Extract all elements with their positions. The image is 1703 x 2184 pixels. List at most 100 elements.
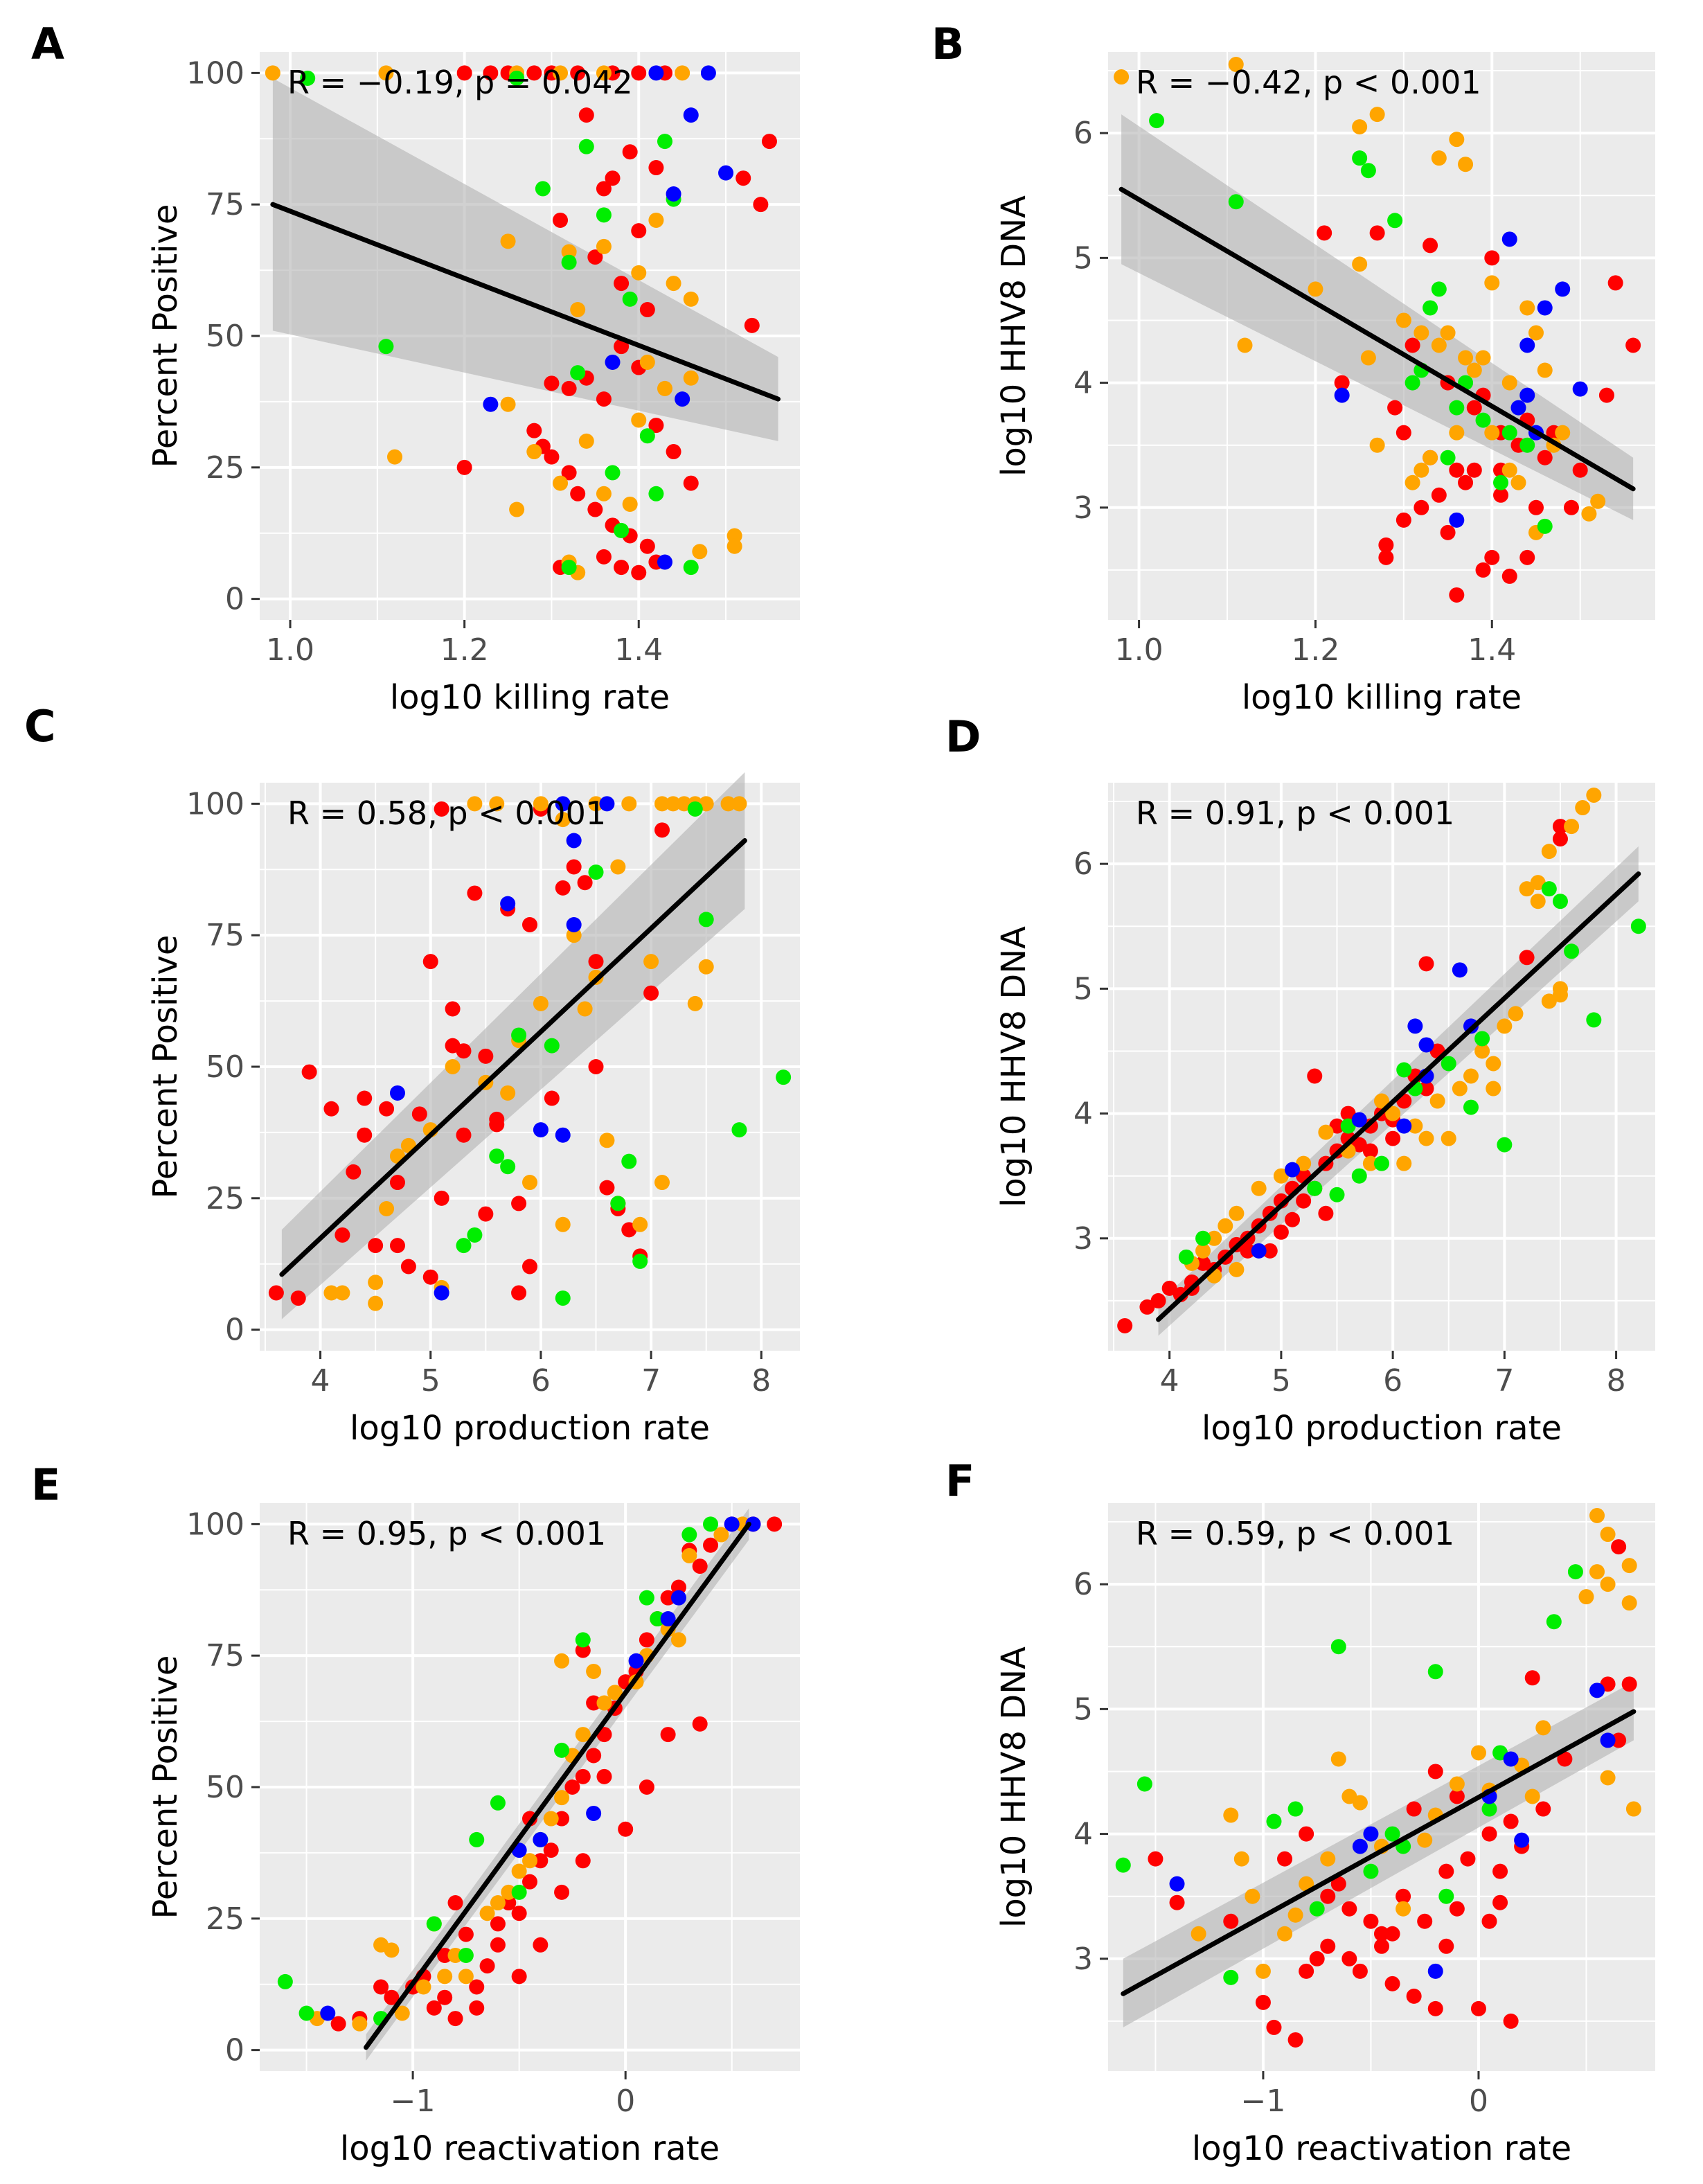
data-point-green (1195, 1230, 1211, 1246)
x-tick-label: 1.4 (614, 632, 663, 668)
data-point-orange (561, 244, 577, 260)
data-point-blue (566, 833, 582, 849)
data-point-orange (1552, 981, 1568, 997)
regression-line (279, 838, 747, 1277)
data-point-orange (533, 995, 549, 1011)
correlation-p: p < 0.001 (1296, 1515, 1454, 1552)
data-point-red (384, 1989, 400, 2005)
data-point-orange (643, 954, 659, 970)
data-point-red (268, 1285, 284, 1301)
data-point-orange (1486, 1081, 1501, 1097)
data-point-green (681, 1527, 697, 1543)
x-tick-label: 8 (751, 1363, 771, 1399)
data-point-orange (683, 291, 699, 307)
data-point-red (335, 1227, 350, 1243)
x-axis-title: log10 reactivation rate (340, 2129, 720, 2168)
data-point-blue (605, 354, 621, 370)
data-point-green (639, 1590, 654, 1606)
data-point-red (596, 181, 612, 197)
data-point-orange (479, 1906, 495, 1921)
x-axis-title: log10 production rate (1202, 1409, 1562, 1448)
data-point-blue (500, 896, 516, 912)
data-point-red (643, 985, 659, 1001)
data-point-green (535, 181, 551, 197)
y-tick-label: 3 (1073, 490, 1093, 526)
data-point-red (437, 1989, 453, 2005)
data-point-red (290, 1290, 306, 1306)
data-point-red (526, 65, 542, 81)
data-point-orange (621, 796, 637, 812)
data-point-red (373, 1979, 389, 1995)
data-point-red (639, 1632, 654, 1648)
data-point-red (753, 197, 769, 213)
data-point-orange (1431, 150, 1447, 166)
data-point-blue (1519, 387, 1535, 403)
data-point-orange (1114, 69, 1130, 85)
data-point-orange (1308, 281, 1323, 297)
data-point-red (639, 1779, 654, 1795)
data-point-orange (1528, 325, 1544, 341)
y-tick-label: 100 (186, 1507, 244, 1542)
x-tick-label: −1 (1240, 2084, 1285, 2119)
data-point-red (561, 380, 577, 396)
data-point-red (1320, 1938, 1336, 1954)
regression-line (1121, 1709, 1637, 1996)
data-point-blue (1555, 281, 1571, 297)
data-point-orange (533, 796, 549, 812)
data-point-red (614, 560, 630, 576)
data-point-orange (1555, 425, 1571, 441)
data-point-orange (681, 1547, 697, 1563)
data-point-red (1519, 549, 1535, 565)
data-point-green (1497, 1137, 1513, 1153)
data-point-green (1475, 412, 1491, 428)
correlation-annotation: R = 0.58, p < 0.001 (287, 794, 606, 832)
data-point-orange (622, 496, 638, 512)
data-point-red (400, 1259, 416, 1275)
data-point-orange (368, 1275, 384, 1290)
data-point-red (666, 444, 681, 460)
y-tick-label: 50 (206, 319, 244, 354)
data-point-red (1148, 1851, 1163, 1867)
y-tick-label: 25 (206, 1901, 244, 1937)
y-tick-label: 0 (225, 1313, 244, 1348)
panel-letter: F (945, 1456, 974, 1507)
data-point-blue (566, 917, 582, 932)
data-point-blue (533, 1831, 549, 1847)
data-point-orange (501, 1884, 517, 1900)
data-point-red (434, 801, 449, 817)
data-point-blue (1334, 387, 1350, 403)
data-point-red (767, 1516, 783, 1532)
data-point-red (1307, 1068, 1323, 1084)
data-point-red (323, 1101, 339, 1117)
data-point-orange (1341, 1788, 1357, 1804)
data-point-red (483, 65, 499, 81)
y-tick-label: 100 (186, 786, 244, 822)
data-point-green (277, 1973, 293, 1989)
data-point-orange (596, 1695, 612, 1711)
x-axis-title: log10 production rate (350, 1409, 710, 1448)
data-point-green (1351, 1168, 1367, 1184)
data-point-orange (1277, 1926, 1293, 1942)
data-point-orange (1519, 881, 1535, 897)
data-point-orange (1320, 1851, 1336, 1867)
data-point-green (554, 1742, 570, 1758)
data-point-orange (1417, 1832, 1433, 1848)
data-point-orange (596, 238, 612, 254)
data-point-orange (554, 1653, 570, 1669)
data-point-red (692, 1559, 708, 1574)
data-point-red (543, 1843, 559, 1858)
data-point-red (389, 1238, 405, 1254)
data-point-red (1362, 1143, 1378, 1159)
data-point-blue (1285, 1162, 1301, 1178)
correlation-r: R = −0.42, (1136, 64, 1323, 101)
correlation-p: p = 0.042 (474, 64, 633, 101)
data-point-red (1285, 1211, 1301, 1227)
data-point-red (511, 1196, 527, 1211)
data-point-orange (323, 1285, 339, 1301)
regression-line (1118, 186, 1636, 492)
data-point-red (1481, 1826, 1497, 1842)
data-point-green (1463, 1099, 1479, 1115)
data-point-red (1440, 524, 1456, 540)
data-point-red (1374, 1926, 1389, 1942)
data-point-orange (1600, 1577, 1616, 1592)
